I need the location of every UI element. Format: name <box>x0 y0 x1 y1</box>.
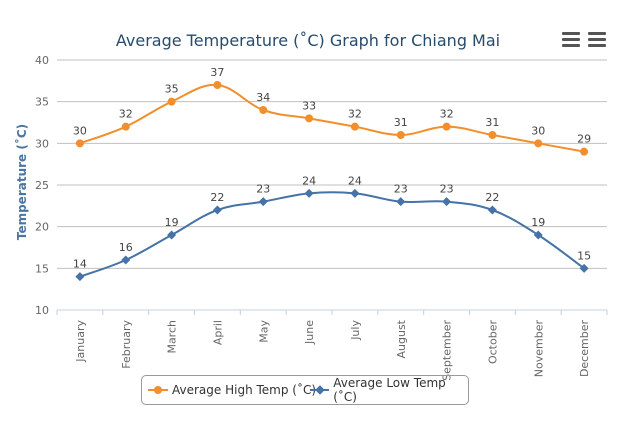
series-line-high <box>79 83 585 153</box>
x-tick-label: November <box>532 320 545 378</box>
data-labels: 30 32 35 37 34 33 32 31 32 31 30 29 14 16 19 22 23 24 24 23… <box>73 66 591 271</box>
data-label: 32 <box>348 108 362 121</box>
y-tick-label: 30 <box>35 137 49 150</box>
x-tick-label: September <box>441 320 454 381</box>
x-tick-label: August <box>395 319 408 358</box>
y-tick-label: 25 <box>35 179 49 192</box>
data-point <box>442 197 452 207</box>
data-point <box>396 131 405 139</box>
data-label: 14 <box>73 258 87 271</box>
data-label: 24 <box>302 174 316 187</box>
x-tick-label: March <box>166 320 179 354</box>
data-point <box>304 188 314 198</box>
data-label: 22 <box>210 191 224 204</box>
series-line-low <box>79 191 585 278</box>
x-tick-label: May <box>257 320 270 343</box>
data-point <box>350 188 360 198</box>
menu-icon[interactable] <box>562 32 580 48</box>
data-label: 31 <box>394 116 408 129</box>
data-label: 22 <box>485 191 499 204</box>
data-label: 16 <box>119 241 133 254</box>
data-label: 29 <box>577 133 591 146</box>
data-label: 19 <box>531 216 545 229</box>
legend-label-low: Average Low Temp (˚C) <box>333 376 446 404</box>
chart-title: Average Temperature (˚C) Graph for Chian… <box>116 31 500 50</box>
menu-icon[interactable] <box>588 32 606 48</box>
data-label: 23 <box>440 183 454 196</box>
legend-swatch-high <box>148 385 168 395</box>
x-tick-label: April <box>211 320 224 345</box>
data-point <box>442 122 451 131</box>
data-point <box>213 81 222 89</box>
data-point <box>580 147 589 156</box>
data-label: 15 <box>577 249 591 262</box>
y-tick-label: 15 <box>35 262 49 275</box>
data-label: 30 <box>531 124 545 137</box>
series-lines <box>75 81 589 282</box>
data-point <box>121 122 130 131</box>
data-label: 31 <box>485 116 499 129</box>
data-label: 37 <box>210 66 224 79</box>
data-point <box>258 197 268 207</box>
x-tick-label: October <box>486 320 499 364</box>
data-point <box>167 230 177 240</box>
y-tick-label: 40 <box>35 54 49 67</box>
legend-item-high[interactable]: Average High Temp (˚C) <box>148 376 316 404</box>
data-label: 23 <box>256 183 270 196</box>
data-point <box>488 131 497 139</box>
data-label: 34 <box>256 91 270 104</box>
data-point <box>305 114 314 123</box>
y-axis-label: Temperature (˚C) <box>14 124 29 240</box>
x-tick-label: December <box>578 320 591 378</box>
data-label: 33 <box>302 99 316 112</box>
y-tick-label: 20 <box>35 221 49 234</box>
data-label: 23 <box>394 183 408 196</box>
y-tick-label: 10 <box>35 304 49 317</box>
legend-label-high: Average High Temp (˚C) <box>172 383 317 397</box>
legend-swatch-low <box>310 385 330 395</box>
data-point <box>75 139 84 148</box>
x-tick-label: July <box>349 320 362 341</box>
data-point <box>350 122 359 131</box>
data-label: 19 <box>165 216 179 229</box>
data-point <box>121 255 131 265</box>
y-tick-label: 35 <box>35 96 49 109</box>
x-tick-label: June <box>303 320 316 345</box>
data-point <box>259 106 268 114</box>
x-tick-label: February <box>120 320 133 369</box>
data-point <box>167 97 176 106</box>
grid-lines: 10 15 20 25 30 35 40 <box>35 54 607 317</box>
data-label: 24 <box>348 174 362 187</box>
data-point <box>212 205 222 215</box>
data-point <box>534 139 543 148</box>
data-label: 32 <box>440 108 454 121</box>
legend-item-low[interactable]: Average Low Temp (˚C) <box>310 376 468 404</box>
data-point <box>396 197 406 207</box>
legend: Average High Temp (˚C) Average Low Temp … <box>141 375 469 405</box>
x-tick-label: January <box>74 320 87 363</box>
x-axis: January February March April May June July Augu… <box>56 309 608 381</box>
data-point <box>533 230 543 240</box>
data-label: 32 <box>119 108 133 121</box>
data-label: 30 <box>73 124 87 137</box>
data-point <box>487 205 497 215</box>
data-point <box>75 272 85 282</box>
data-label: 35 <box>165 83 179 96</box>
data-point <box>579 263 589 273</box>
